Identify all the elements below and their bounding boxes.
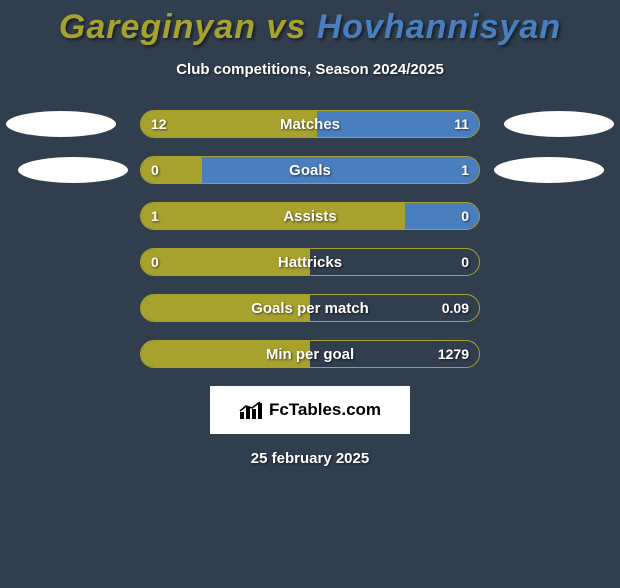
player-avatar-left xyxy=(18,157,128,183)
stat-label: Goals xyxy=(141,157,479,183)
stat-row: Hattricks0 0 xyxy=(140,248,480,276)
stat-row: Assists1 0 xyxy=(140,202,480,230)
stat-row: Matches12 11 xyxy=(140,110,480,138)
title-player-right: Hovhannisyan xyxy=(317,8,561,46)
comparison-chart: Matches1211Goals01Assists10Hattricks00Go… xyxy=(0,110,620,368)
stat-value-right: 11 xyxy=(454,111,469,137)
stat-value-left: 1 xyxy=(151,203,159,229)
stat-row: Goals0 1 xyxy=(140,156,480,184)
stat-label: Matches xyxy=(141,111,479,137)
footer-date: 25 february 2025 xyxy=(0,450,620,467)
stat-value-left: 0 xyxy=(151,249,159,275)
player-avatar-left xyxy=(6,111,116,137)
bars-icon xyxy=(239,400,263,420)
stat-label: Goals per match xyxy=(141,295,479,321)
stat-label: Hattricks xyxy=(141,249,479,275)
player-avatar-right xyxy=(494,157,604,183)
subtitle: Club competitions, Season 2024/2025 xyxy=(0,61,620,78)
stat-value-right: 0.09 xyxy=(442,295,469,321)
stat-value-right: 1279 xyxy=(438,341,469,367)
title-player-left: Gareginyan xyxy=(59,8,256,46)
stat-value-left: 0 xyxy=(151,157,159,183)
stat-label: Assists xyxy=(141,203,479,229)
player-avatar-right xyxy=(504,111,614,137)
stat-row: Goals per match0.09 xyxy=(140,294,480,322)
title-vs: vs xyxy=(256,8,317,46)
stat-value-right: 0 xyxy=(461,203,469,229)
stat-value-right: 0 xyxy=(461,249,469,275)
stat-value-left: 12 xyxy=(151,111,167,137)
brand-text: FcTables.com xyxy=(269,400,381,420)
stat-label: Min per goal xyxy=(141,341,479,367)
page-title: Gareginyan vs Hovhannisyan xyxy=(0,8,620,47)
brand-badge: FcTables.com xyxy=(210,386,410,434)
stat-value-right: 1 xyxy=(461,157,469,183)
stat-row: Min per goal1279 xyxy=(140,340,480,368)
